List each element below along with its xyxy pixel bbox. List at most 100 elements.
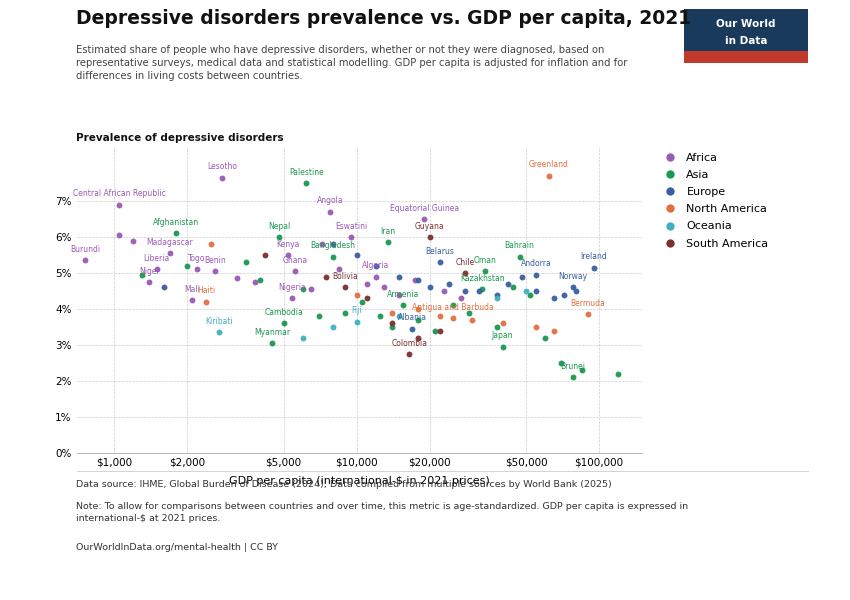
Point [458,286,472,296]
Text: Burundi: Burundi [70,245,100,254]
Text: Madagascar: Madagascar [146,238,193,247]
Text: Myanmar: Myanmar [254,328,291,337]
Point [239,257,252,267]
Text: Kenya: Kenya [276,239,299,248]
Point [446,301,460,310]
Text: Fiji: Fiji [351,306,362,315]
Point [248,277,262,287]
Text: Estimated share of people who have depressive disorders, whether or not they wer: Estimated share of people who have depre… [76,45,628,82]
Text: Algeria: Algeria [362,261,389,270]
Point [422,232,436,242]
Point [200,297,213,307]
Point [466,315,479,325]
Point [547,326,560,335]
Point [324,207,337,217]
Text: Andorra: Andorra [521,259,552,268]
Point [433,326,446,335]
Point [438,286,451,296]
Point [442,279,456,289]
Point [320,272,333,281]
Text: Our World: Our World [716,19,775,29]
Text: Belarus: Belarus [425,247,454,256]
Point [396,301,410,310]
Text: Mali: Mali [184,284,200,293]
Point [382,238,395,247]
Point [555,358,569,368]
Point [190,265,204,274]
Text: Depressive disorders prevalence vs. GDP per capita, 2021: Depressive disorders prevalence vs. GDP … [76,9,692,28]
Point [530,270,543,280]
Text: Oman: Oman [474,256,497,265]
Point [490,290,504,299]
Point [163,248,177,258]
Point [312,311,326,321]
Point [369,261,382,271]
Point [462,308,475,317]
Point [360,279,373,289]
Point [78,256,92,265]
Point [360,293,373,303]
Point [530,286,543,296]
Point [127,236,140,245]
FancyBboxPatch shape [684,51,807,63]
Text: Palestine: Palestine [289,167,324,176]
Point [490,293,504,303]
Point [304,284,318,294]
Point [524,290,537,299]
Point [299,178,313,188]
Point [216,173,230,182]
Point [230,274,243,283]
Text: Haiti: Haiti [197,286,215,295]
Point [285,293,298,303]
Text: Bolivia: Bolivia [332,272,359,281]
Point [315,239,329,249]
Point [411,304,425,314]
X-axis label: GDP per capita (international-$ in 2021 prices): GDP per capita (international-$ in 2021 … [229,476,490,486]
Point [385,319,399,328]
FancyBboxPatch shape [684,9,807,63]
Text: Cambodia: Cambodia [264,308,303,317]
Point [433,311,446,321]
Point [338,283,352,292]
Point [581,310,595,319]
Point [586,263,600,272]
Point [355,297,369,307]
Point [513,252,526,262]
Text: Togo: Togo [189,254,206,263]
Point [542,171,556,181]
Text: Angola: Angola [317,196,343,205]
Point [566,283,580,292]
Point [258,250,272,260]
Text: Nigeria: Nigeria [278,283,305,292]
Text: Liberia: Liberia [144,254,170,263]
Point [385,308,399,317]
Point [411,275,425,285]
Point [385,322,399,332]
Point [405,324,419,334]
Point [446,313,460,323]
Text: Central African Republic: Central African Republic [73,189,166,198]
Text: Antigua and Barbuda: Antigua and Barbuda [412,302,494,311]
Point [393,272,406,281]
Text: Chile: Chile [456,257,474,266]
Point [212,328,225,337]
Point [575,365,589,375]
Point [277,319,291,328]
Text: Bahrain: Bahrain [505,241,535,250]
Point [156,283,170,292]
Text: OurWorldInData.org/mental-health | CC BY: OurWorldInData.org/mental-health | CC BY [76,543,279,552]
Point [501,279,514,289]
Point [369,272,382,281]
Point [143,277,156,287]
Text: Bangladesh: Bangladesh [310,241,355,250]
Point [403,349,416,359]
Text: Colombia: Colombia [391,338,428,347]
Point [393,311,406,321]
Text: Guyana: Guyana [415,221,445,230]
Point [409,275,422,285]
Text: Iran: Iran [381,227,396,236]
Point [349,317,363,326]
Text: in Data: in Data [724,37,767,46]
Point [566,373,580,382]
Text: Norway: Norway [558,272,587,281]
